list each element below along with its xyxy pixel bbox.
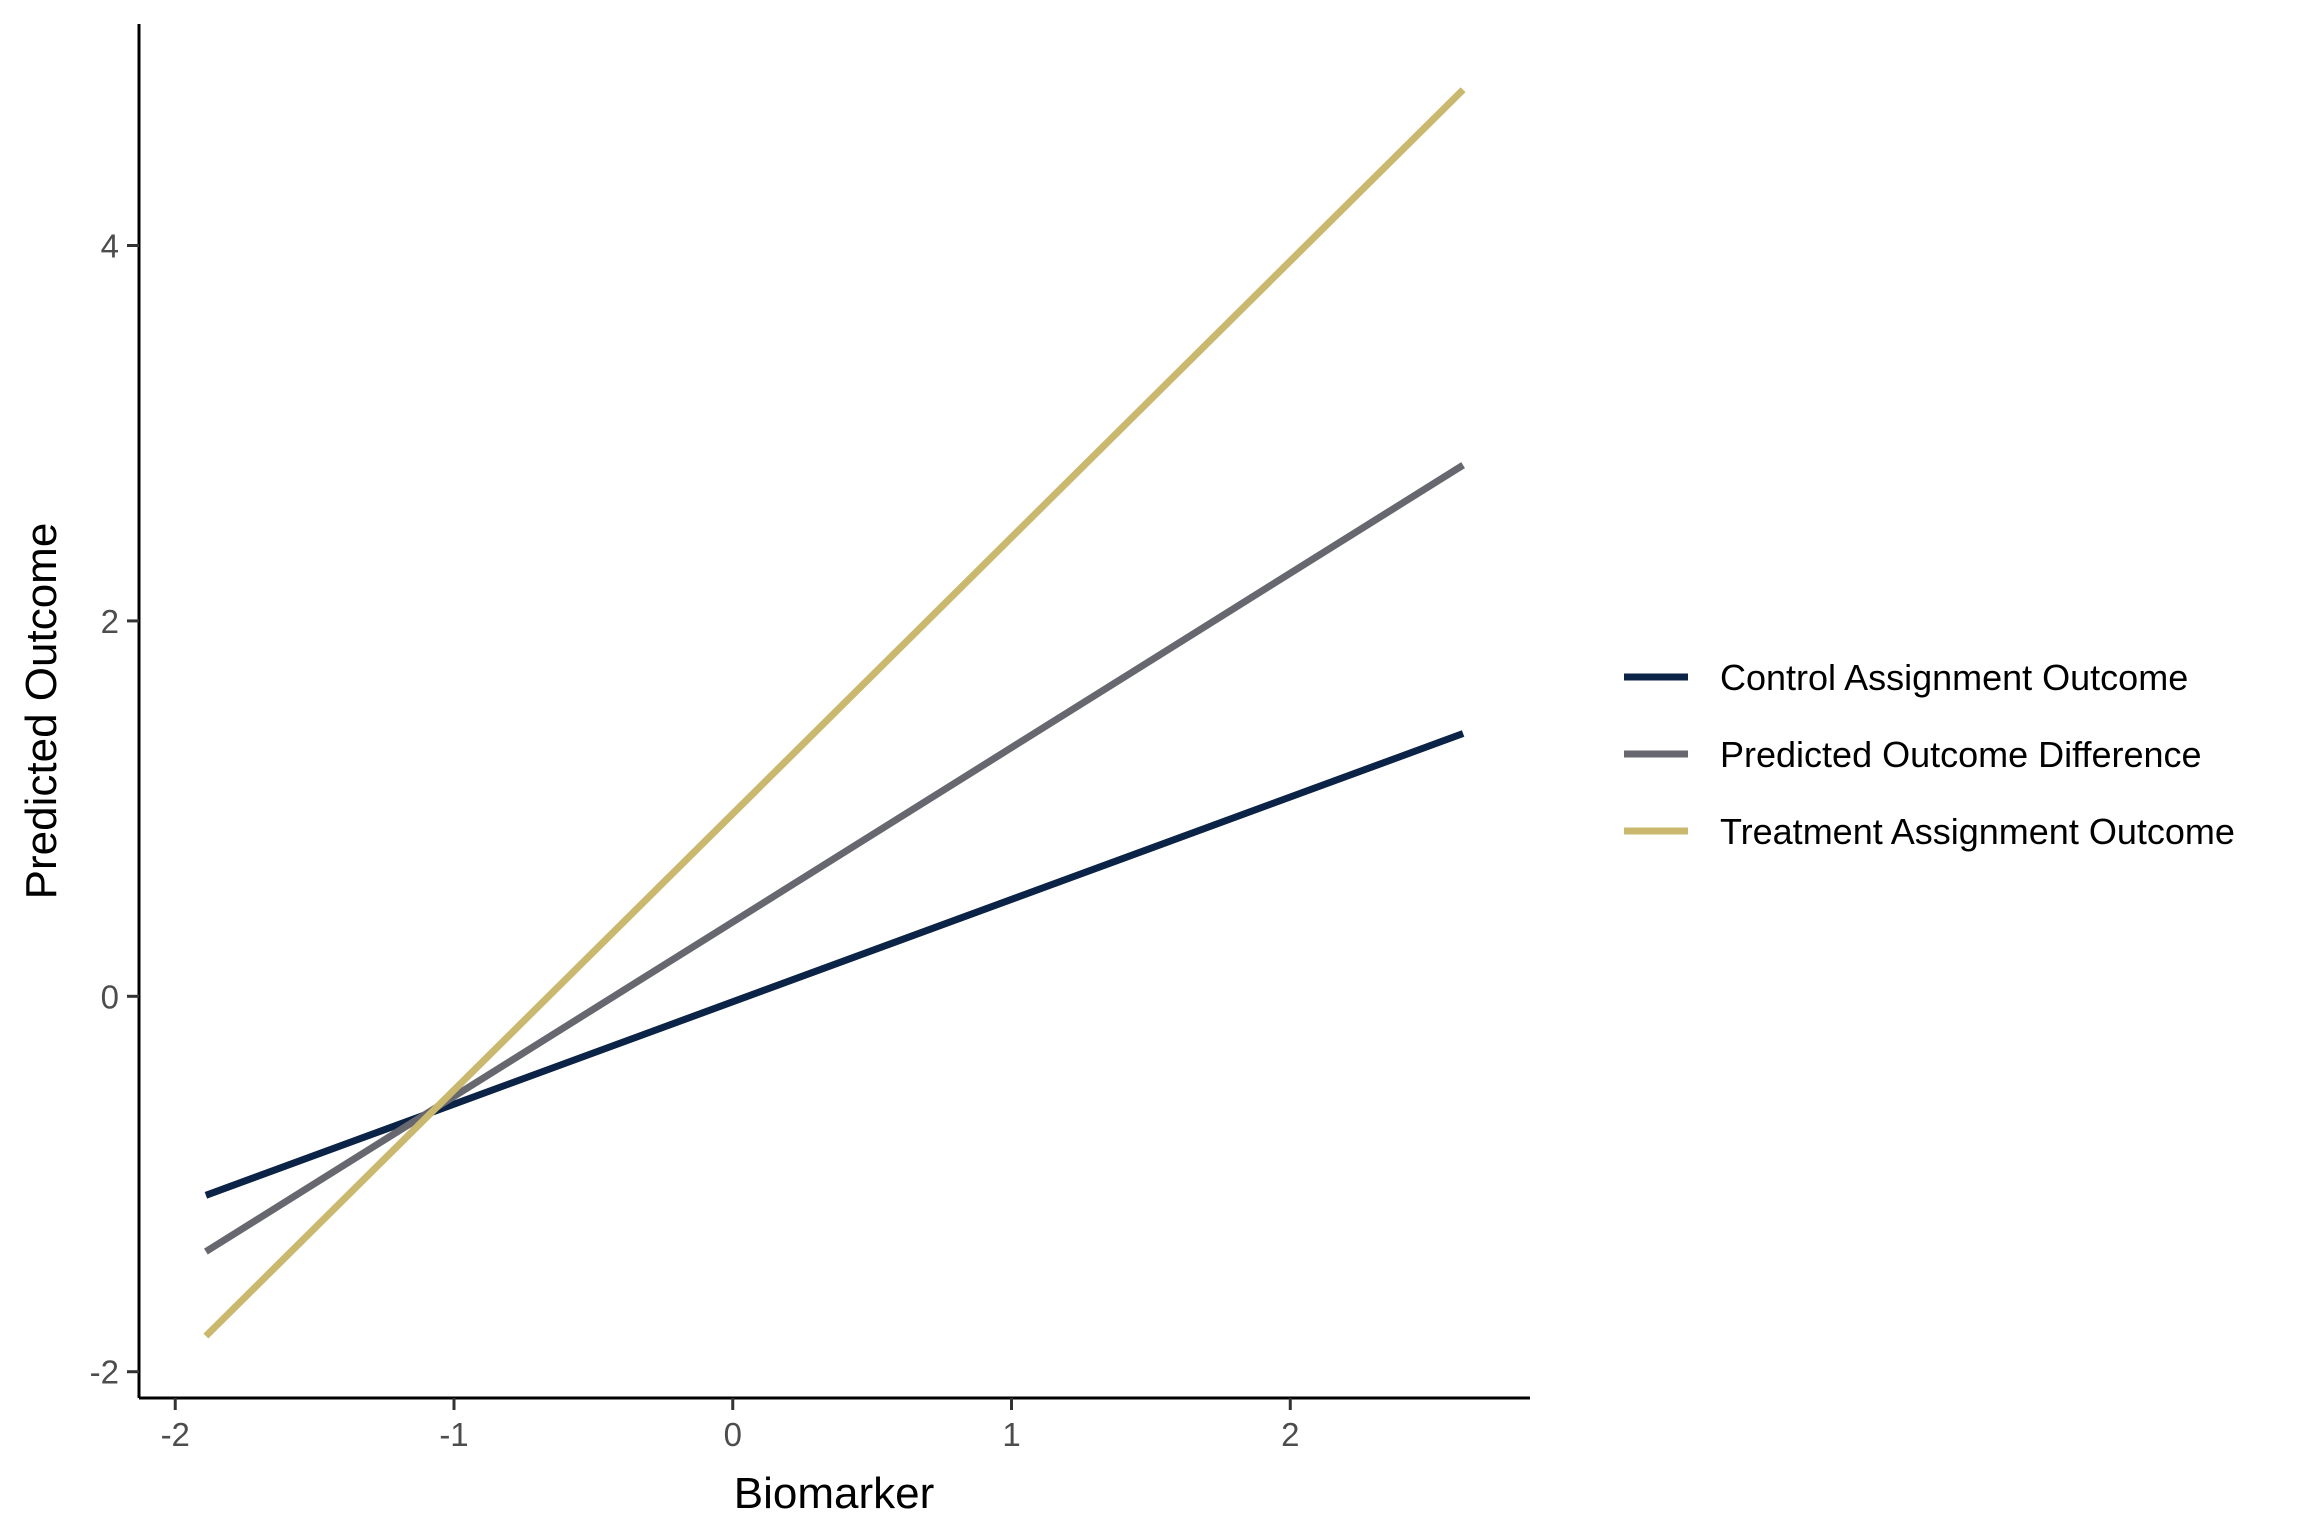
legend-label: Treatment Assignment Outcome <box>1720 811 2235 852</box>
series-line-2 <box>204 462 1465 1255</box>
y-tick-label: -2 <box>90 1354 119 1391</box>
x-tick-label: 0 <box>724 1416 742 1453</box>
x-axis-ticks: -2 -1 0 1 2 <box>161 1398 1299 1453</box>
series-line-1 <box>204 730 1465 1199</box>
legend: Control Assignment Outcome Predicted Outc… <box>1624 657 2235 852</box>
plot-area <box>203 87 1466 1339</box>
x-tick-label: -1 <box>439 1416 468 1453</box>
legend-label: Control Assignment Outcome <box>1720 657 2188 698</box>
x-axis-title: Biomarker <box>734 1469 935 1518</box>
y-tick-label: 4 <box>101 227 119 264</box>
x-tick-label: -2 <box>161 1416 190 1453</box>
x-tick-label: 2 <box>1281 1416 1299 1453</box>
y-tick-label: 0 <box>101 978 119 1015</box>
x-tick-label: 1 <box>1002 1416 1020 1453</box>
y-tick-label: 2 <box>101 603 119 640</box>
legend-item: Control Assignment Outcome <box>1624 657 2188 698</box>
legend-item: Treatment Assignment Outcome <box>1624 811 2235 852</box>
y-axis-ticks: -2 0 2 4 <box>90 227 139 1391</box>
series-line-3 <box>203 87 1466 1339</box>
y-axis-title: Predicted Outcome <box>17 523 66 900</box>
legend-label: Predicted Outcome Difference <box>1720 734 2202 775</box>
legend-item: Predicted Outcome Difference <box>1624 734 2202 775</box>
